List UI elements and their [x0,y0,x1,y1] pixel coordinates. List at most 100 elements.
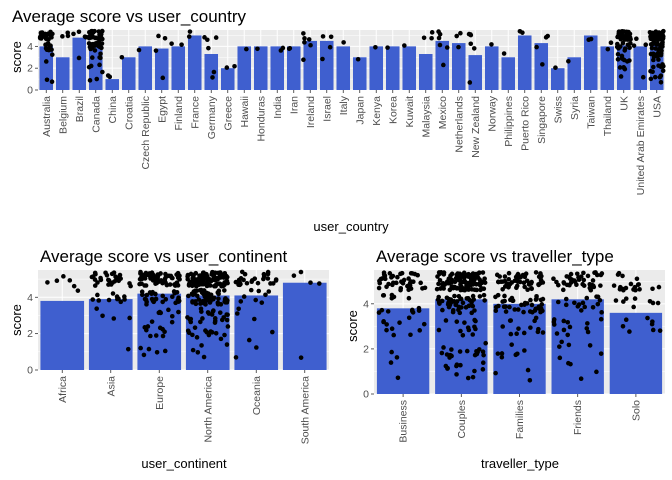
data-point [608,40,614,45]
data-point [508,318,514,323]
x-tick-label: France [189,96,201,129]
bar [282,282,327,370]
y-tick-label: 2 [363,343,369,355]
data-point [306,37,312,42]
data-point [156,33,161,39]
data-point [502,293,507,299]
data-point [515,307,521,312]
data-point [209,330,215,335]
data-point [302,40,307,45]
data-point [521,330,527,336]
data-point [222,288,227,293]
data-point [301,57,306,63]
data-point [280,45,286,51]
data-point [436,29,441,34]
data-point [421,321,427,327]
data-point [215,290,221,295]
data-point [619,55,625,61]
data-point [54,278,60,284]
data-point [446,276,452,282]
data-point [658,73,664,79]
x-tick-label: Syria [569,96,581,120]
data-point [406,287,411,293]
data-point [291,273,297,278]
data-point [222,332,227,338]
data-point [118,276,123,281]
x-tick-label: Swiss [552,96,564,123]
bar [633,46,648,90]
data-point [49,52,55,57]
data-point [566,274,572,280]
data-point [581,270,586,276]
x-tick-label: Hawaii [239,96,251,128]
data-point [98,51,103,57]
data-point [582,304,588,310]
data-point [104,273,110,278]
data-point [437,42,443,48]
data-point [625,42,631,48]
data-point [457,271,463,277]
data-point [449,279,455,285]
data-point [557,355,563,361]
bar [270,46,285,90]
data-point [471,297,477,302]
plot-area: 0 2 4 Business Couples Families Friends Solo [363,270,665,443]
data-point [341,40,346,45]
data-point [619,35,624,40]
data-point [465,325,471,330]
data-point [76,29,82,35]
data-point [211,69,217,75]
data-point [507,304,512,310]
data-point [238,281,243,287]
data-point [454,362,460,367]
data-point [190,347,196,353]
data-point [446,296,452,302]
data-point [443,318,449,323]
data-point [449,271,455,277]
x-tick-label: Australia [41,96,53,137]
data-point [241,277,246,283]
data-point [37,34,43,40]
data-point [628,281,634,287]
data-point [557,344,562,349]
data-point [206,332,212,338]
data-point [308,42,313,48]
data-point [566,342,572,348]
data-point [513,352,519,358]
data-point [499,351,505,356]
data-point [481,352,486,358]
data-point [100,69,105,75]
data-point [565,319,571,325]
x-tick-label: Couples [456,400,468,439]
data-point [655,300,661,306]
data-point [316,281,322,286]
traveller-type-plot: Average score vs traveller_type travelle… [345,247,665,471]
bar [40,300,85,370]
data-point [385,309,391,314]
data-point [560,287,566,293]
data-point [572,300,577,306]
data-point [169,41,174,46]
data-point [506,276,512,282]
data-point [150,278,156,283]
x-tick-label: Asia [105,376,117,397]
data-point [97,44,103,50]
data-point [515,276,520,282]
data-point [616,32,622,37]
data-point [127,281,132,286]
bar [39,46,54,90]
data-point [389,349,394,355]
data-point [515,271,521,277]
data-point [454,299,460,304]
data-point [626,29,631,35]
data-point [598,351,604,356]
data-point [45,280,50,285]
data-point [138,271,143,276]
data-point [623,317,629,323]
data-point [588,36,594,42]
x-tick-label: Finland [173,96,185,131]
x-tick-label: Business [398,400,410,443]
data-point [565,332,571,338]
data-point [381,319,386,324]
data-point [192,325,198,330]
